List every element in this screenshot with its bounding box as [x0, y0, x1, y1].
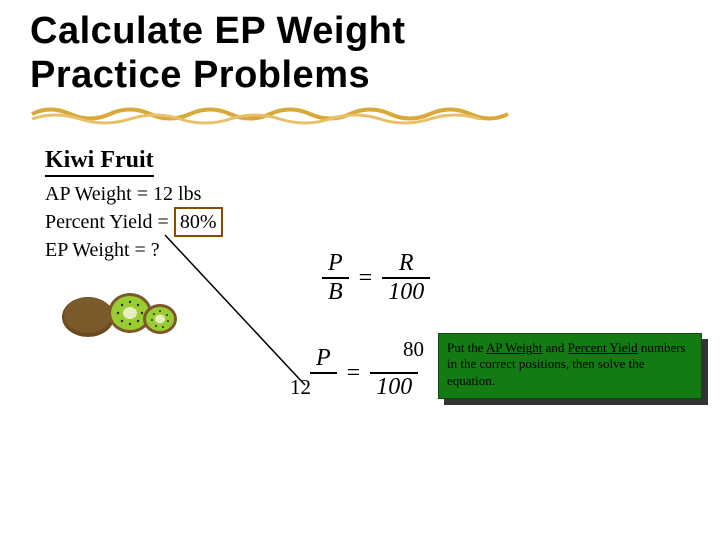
percent-yield-line: Percent Yield = 80% — [45, 207, 720, 237]
ep-weight-value: ? — [151, 239, 160, 261]
annotation-12: 12 — [290, 375, 311, 400]
frac-b: B — [322, 279, 349, 306]
formula-generic: P B = R 100 — [322, 250, 430, 306]
ap-weight-label: AP Weight = — [45, 183, 153, 205]
equals-sign: = — [353, 265, 379, 292]
annotation-80: 80 — [403, 337, 424, 362]
ep-weight-label: EP Weight = — [45, 239, 151, 261]
scribble-underline-icon — [30, 103, 510, 125]
slide-title-line1: Calculate EP Weight — [30, 10, 690, 54]
title-underline — [30, 103, 690, 129]
fraction-left-2: P — [310, 345, 337, 402]
info-ul1: AP Weight — [486, 340, 542, 355]
ap-weight-line: AP Weight = 12 lbs — [45, 181, 720, 207]
fraction-right: R 100 — [382, 250, 430, 306]
frac-100: 100 — [382, 279, 430, 306]
subheading: Kiwi Fruit — [45, 147, 154, 177]
frac-p-2: P — [310, 345, 337, 374]
equals-sign-2: = — [341, 360, 367, 387]
percent-yield-label: Percent Yield = — [45, 211, 174, 233]
frac-r: R — [382, 250, 430, 279]
instruction-callout: Put the AP Weight and Percent Yield numb… — [438, 333, 702, 399]
info-mid: and — [542, 340, 567, 355]
fraction-left: P B — [322, 250, 349, 306]
title-block: Calculate EP Weight Practice Problems — [0, 0, 720, 129]
info-ul2: Percent Yield — [568, 340, 638, 355]
kiwi-icon — [60, 273, 180, 343]
ap-weight-value: 12 lbs — [153, 183, 201, 205]
info-pre: Put the — [447, 340, 486, 355]
percent-yield-value-boxed: 80% — [174, 207, 223, 237]
frac-blank-b — [310, 374, 337, 402]
frac-100-2: 100 — [370, 374, 418, 401]
slide-title-line2: Practice Problems — [30, 54, 690, 98]
frac-p: P — [322, 250, 349, 279]
formula-filled: P = 100 — [310, 345, 418, 402]
